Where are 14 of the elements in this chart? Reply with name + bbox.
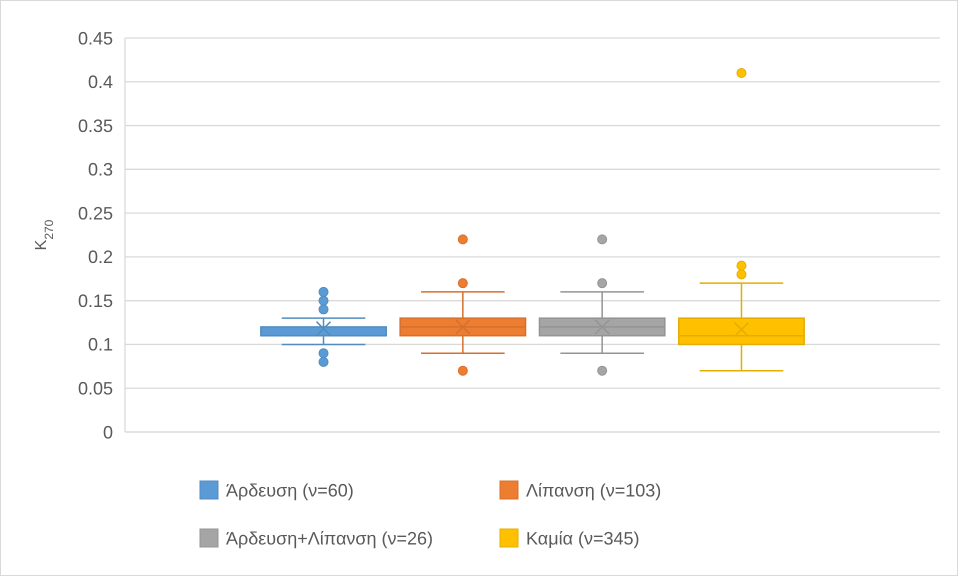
y-tick-label: 0.3: [88, 160, 113, 180]
legend-label: Άρδευση+Λίπανση (ν=26): [226, 528, 434, 548]
y-tick-label: 0.45: [78, 28, 113, 48]
y-tick-label: 0.35: [78, 116, 113, 136]
y-tick-label: 0.4: [88, 72, 113, 92]
y-tick-label: 0.25: [78, 203, 113, 224]
y-tick-label: 0: [102, 422, 113, 442]
y-tick-label: 0.15: [78, 290, 113, 311]
y-tick-label: 0.1: [88, 334, 113, 355]
legend-label: Λίπανση (ν=103): [526, 480, 662, 500]
legend-label: Άρδευση (ν=60): [226, 480, 354, 500]
y-tick-label: 0.2: [88, 247, 113, 268]
legend-label: Καμία (ν=345): [526, 528, 640, 548]
y-tick-label: 0.05: [78, 378, 113, 399]
